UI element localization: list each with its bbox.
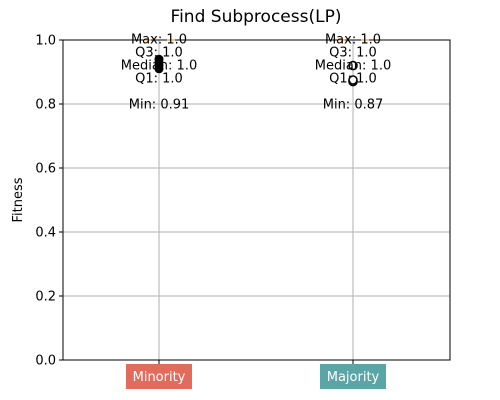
category-label-text: Majority xyxy=(327,370,380,385)
outlier-point xyxy=(348,60,358,71)
grid-lines xyxy=(63,39,450,361)
annotation-q1: Q1: 1.0 xyxy=(329,72,377,87)
annotation-max: Max: 1.0 xyxy=(325,33,381,48)
annotation-median: Median: 1.0 xyxy=(121,59,197,74)
annotation-median: Median: 1.0 xyxy=(315,59,391,74)
annotation-q3: Q3: 1.0 xyxy=(135,46,183,61)
annotation-min: Min: 0.91 xyxy=(129,98,190,113)
y-tick-label: 0.6 xyxy=(35,162,56,177)
box-plot-marks xyxy=(143,39,369,87)
category-labels: Minority Majority xyxy=(126,364,386,389)
annotation-max: Max: 1.0 xyxy=(131,33,187,48)
annotation-min: Min: 0.87 xyxy=(323,98,384,113)
y-tick-label: 1.0 xyxy=(35,34,56,49)
category-label-background xyxy=(126,364,192,389)
annotation-q3: Q3: 1.0 xyxy=(329,46,377,61)
y-axis-ticks: 0.0 0.2 0.4 0.6 0.8 1.0 xyxy=(35,34,354,369)
y-tick-label: 0.0 xyxy=(35,354,56,369)
category-label-majority: Majority xyxy=(320,364,386,389)
outlier-point xyxy=(348,75,358,85)
category-label-text: Minority xyxy=(133,370,186,385)
chart-title: Find Subprocess(LP) xyxy=(171,7,342,27)
plot-area-frame xyxy=(62,39,451,361)
annotation-q1: Q1: 1.0 xyxy=(135,72,183,87)
category-label-background xyxy=(320,364,386,389)
y-tick-label: 0.4 xyxy=(35,226,56,241)
y-tick-label: 0.2 xyxy=(35,290,56,305)
y-tick-label: 0.8 xyxy=(35,98,56,113)
category-label-minority: Minority xyxy=(126,364,192,389)
y-axis-label: Fitness xyxy=(11,177,26,222)
outlier-point xyxy=(154,54,164,64)
